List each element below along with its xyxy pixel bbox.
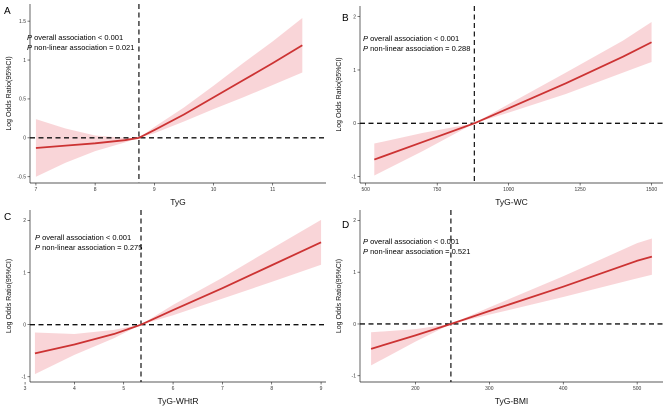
y-tick-label: 1.5 <box>19 19 26 25</box>
annotation-p-nonlinear: P non-linear association = 0.288 <box>363 44 470 53</box>
x-tick-label: 400 <box>559 386 568 392</box>
annotation-text: non-linear association = 0.021 <box>32 43 134 52</box>
y-tick-label: 0 <box>353 121 356 127</box>
panel-c: 3 4 5 6 7 8 9 -1 0 1 2 C P overall association < 0.0… <box>4 210 326 406</box>
annotation-p-nonlinear: P non-linear association = 0.521 <box>363 247 470 256</box>
p-letter: P <box>35 243 40 252</box>
x-tick-label: 1000 <box>503 187 514 193</box>
fit-line <box>34 241 322 355</box>
y-tick-label: -1 <box>22 375 27 381</box>
annotation-text: overall association < 0.001 <box>32 33 123 42</box>
annotation-text: non-linear association = 0.521 <box>368 247 470 256</box>
ci-band <box>371 238 652 366</box>
panel-a: 7 8 9 10 11 -0.5 0 0.5 1 1.5 A P overall associatio… <box>4 4 326 207</box>
x-axis-label: TyG-WHtR <box>157 396 198 406</box>
annotation-p-overall: P overall association < 0.001 <box>363 34 459 43</box>
x-axis-label: TyG <box>170 197 186 207</box>
y-tick-label: 2 <box>353 218 356 224</box>
y-tick-label: -1 <box>352 374 357 380</box>
panel-b: 500 750 1000 1250 1500 -1 0 1 2B P overall associ… <box>336 6 663 207</box>
p-letter: P <box>27 43 32 52</box>
x-tick-label: 500 <box>362 187 371 193</box>
x-tick-label: 5 <box>122 386 125 392</box>
x-tick-label: 3 <box>24 386 27 392</box>
x-tick-label: 7 <box>221 386 224 392</box>
x-tick-label: 200 <box>411 386 420 392</box>
y-axis-label: Log Odds Ratio(95%CI) <box>336 259 343 333</box>
y-axis-label: Log Odds Ratio(95%CI) <box>336 57 343 131</box>
y-tick-label: 0.5 <box>19 97 26 103</box>
x-tick-label: 9 <box>153 187 156 193</box>
panel-label: A <box>4 6 11 17</box>
y-tick-label: 1 <box>23 270 26 276</box>
panel-d: 200 300 400 500 -1 0 1 2D P overall association … <box>336 210 663 406</box>
annotation-text: overall association < 0.001 <box>368 237 459 246</box>
x-tick-label: 6 <box>172 386 175 392</box>
y-tick-label: 1 <box>353 68 356 74</box>
ci-band <box>35 18 303 177</box>
y-axis-label: Log Odds Ratio(95%CI) <box>6 56 13 130</box>
p-letter: P <box>27 33 32 42</box>
x-axis-label: TyG-WC <box>495 197 528 207</box>
y-tick-label: -0.5 <box>17 175 26 181</box>
annotation-p-nonlinear: P non-linear association = 0.275 <box>35 243 142 252</box>
y-axis-label: Log Odds Ratio(95%CI) <box>6 259 13 333</box>
x-tick-label: 1500 <box>646 187 657 193</box>
x-tick-label: 8 <box>270 386 273 392</box>
x-tick-label: 300 <box>485 386 494 392</box>
panel-label: C <box>4 212 11 223</box>
p-letter: P <box>363 237 368 246</box>
annotation-p-overall: P overall association < 0.001 <box>27 33 123 42</box>
x-tick-label: 4 <box>73 386 76 392</box>
x-tick-label: 7 <box>35 187 38 193</box>
p-letter: P <box>363 44 368 53</box>
x-tick-label: 1250 <box>575 187 586 193</box>
y-tick-label: -1 <box>352 174 357 180</box>
y-tick-label: 2 <box>23 218 26 224</box>
x-axis-label: TyG-BMI <box>495 396 529 406</box>
p-letter: P <box>363 247 368 256</box>
p-letter: P <box>363 34 368 43</box>
p-letter: P <box>35 233 40 242</box>
panel-label: B <box>342 13 349 24</box>
annotation-text: overall association < 0.001 <box>40 233 131 242</box>
y-tick-label: 0 <box>23 136 26 142</box>
annotation-text: non-linear association = 0.288 <box>368 44 470 53</box>
annotation-p-nonlinear: P non-linear association = 0.021 <box>27 43 134 52</box>
fit-line <box>35 44 303 149</box>
x-tick-label: 500 <box>633 386 642 392</box>
x-tick-label: 750 <box>433 187 442 193</box>
fit-line <box>370 255 653 350</box>
x-tick-label: 11 <box>270 187 275 193</box>
y-tick-label: 0 <box>23 322 26 328</box>
x-tick-label: 10 <box>211 187 217 193</box>
panel-label: D <box>342 220 349 231</box>
annotation-text: non-linear association = 0.275 <box>40 243 142 252</box>
fit-line <box>373 41 652 161</box>
x-tick-label: 8 <box>94 187 97 193</box>
annotation-p-overall: P overall association < 0.001 <box>35 233 131 242</box>
x-tick-label: 9 <box>320 386 323 392</box>
y-tick-label: 1 <box>353 270 356 276</box>
annotation-p-overall: P overall association < 0.001 <box>363 237 459 246</box>
annotation-text: overall association < 0.001 <box>368 34 459 43</box>
y-tick-label: 2 <box>353 14 356 20</box>
y-tick-label: 0 <box>353 322 356 328</box>
ci-band <box>374 21 652 176</box>
y-tick-label: 1 <box>23 58 26 64</box>
